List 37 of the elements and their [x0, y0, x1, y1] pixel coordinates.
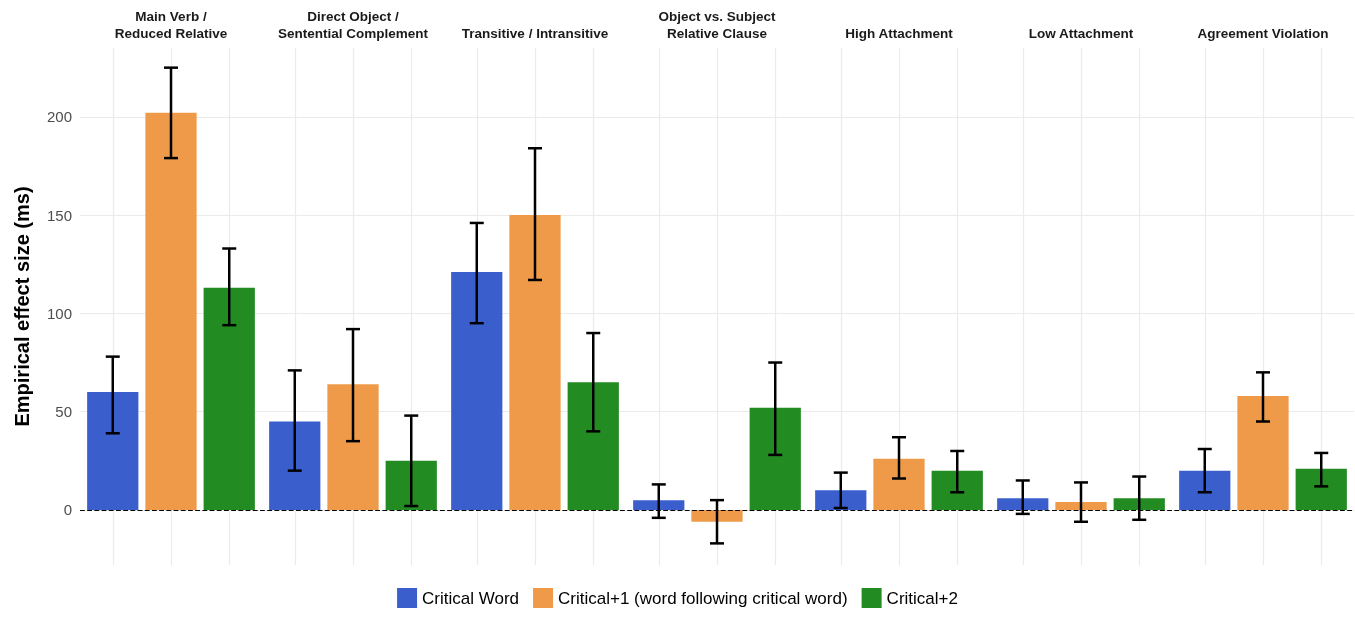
- bar: [749, 407, 801, 510]
- y-tick-label: 50: [55, 403, 72, 421]
- bar: [385, 460, 437, 510]
- legend-label: Critical Word: [422, 588, 520, 608]
- legend-label: Critical+2: [886, 588, 958, 608]
- bar: [1295, 468, 1347, 510]
- x-tick-label: Agreement Violation: [1197, 26, 1329, 41]
- bar: [633, 500, 685, 510]
- y-tick-label: 100: [46, 304, 72, 322]
- x-tick-label: High Attachment: [845, 26, 954, 41]
- x-tick-label: Object vs. Subject Relative Clause: [658, 9, 777, 41]
- y-axis-title: Empirical effect size (ms): [11, 186, 33, 427]
- bar: [1113, 498, 1165, 510]
- bar: [451, 272, 503, 510]
- bar: [203, 287, 255, 510]
- bar: [873, 458, 925, 510]
- y-tick-label: 200: [46, 108, 72, 126]
- bar: [997, 498, 1049, 510]
- bar: [269, 421, 321, 510]
- legend-label: Critical+1 (word following critical word): [558, 588, 848, 608]
- x-tick-label: Low Attachment: [1028, 26, 1134, 41]
- bar: [567, 382, 619, 510]
- bar: [509, 215, 561, 510]
- bar: [1237, 395, 1289, 510]
- bar: [87, 392, 139, 510]
- bar: [691, 509, 743, 522]
- bar: [145, 112, 197, 510]
- y-tick-label: 0: [63, 501, 72, 519]
- bar: [815, 490, 867, 510]
- x-tick-label: Main Verb / Reduced Relative: [114, 9, 228, 41]
- y-tick-label: 150: [46, 206, 72, 224]
- bar: [931, 470, 983, 510]
- x-tick-label: Transitive / Intransitive: [461, 26, 609, 41]
- bar: [327, 384, 379, 510]
- x-tick-label: Direct Object / Sentential Complement: [277, 9, 429, 41]
- bar: [1179, 470, 1231, 510]
- bar: [1055, 502, 1107, 510]
